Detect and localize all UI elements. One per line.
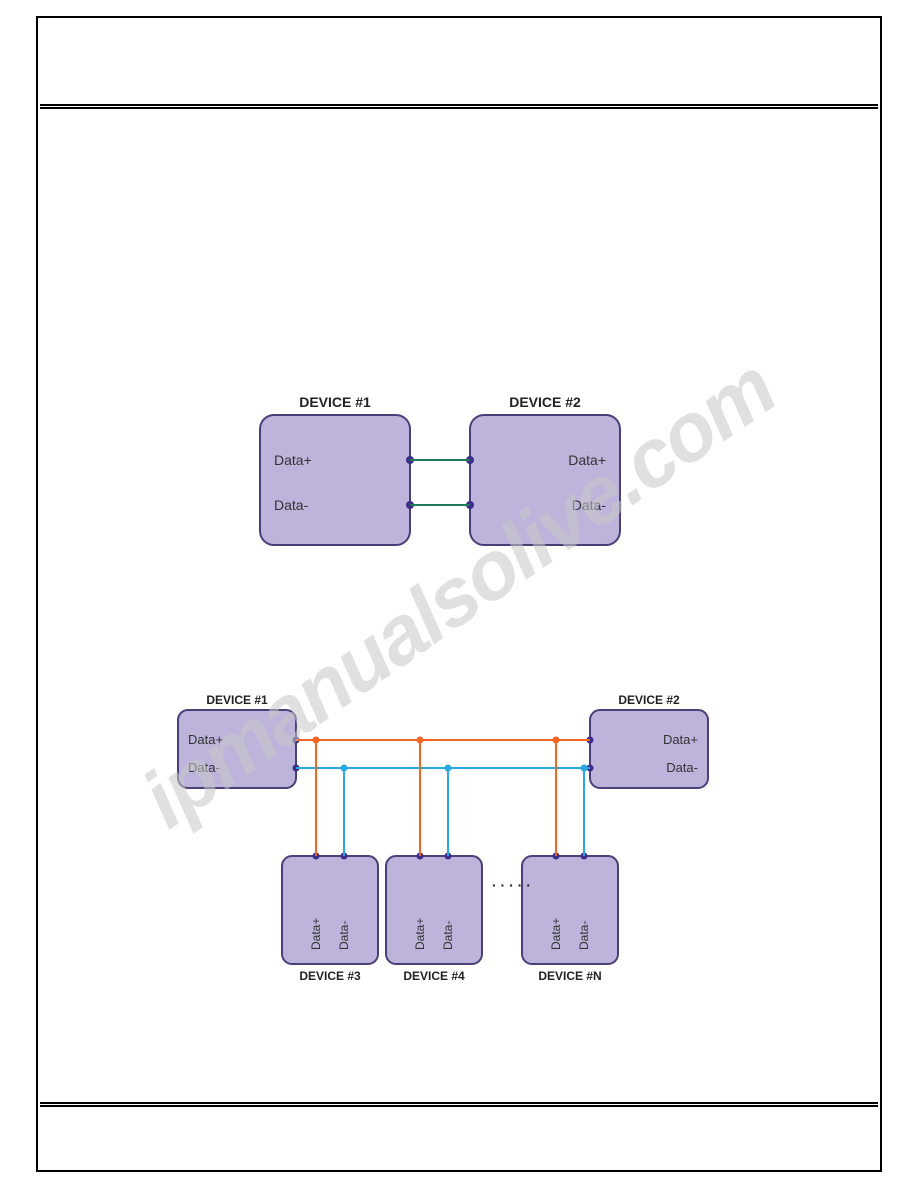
footer-rule (40, 1102, 878, 1104)
page-frame (36, 16, 882, 1172)
header-rule (40, 104, 878, 106)
